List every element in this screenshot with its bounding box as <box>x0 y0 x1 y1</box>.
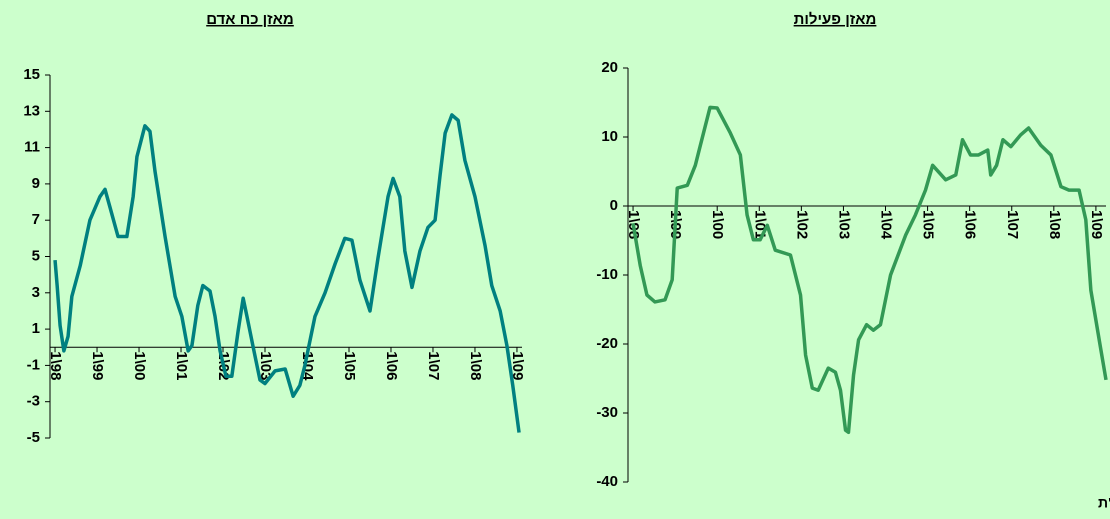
source-note: מקור: מינהל מחקר וכלכלה, משרד התמ"ת <box>1098 495 1110 511</box>
x-tick-label: 1\00 <box>131 351 148 380</box>
y-tick-label: -10 <box>596 266 618 283</box>
x-tick-label: 1\09 <box>509 351 526 380</box>
y-tick-label: -1 <box>27 356 40 373</box>
x-tick-label: 1\08 <box>467 351 484 380</box>
x-tick-label: 1\07 <box>425 351 442 380</box>
x-tick-label: 1\02 <box>793 210 810 239</box>
y-tick-label: 5 <box>32 247 40 264</box>
x-tick-label: 1\08 <box>1046 210 1063 239</box>
y-tick-label: 1 <box>32 320 40 337</box>
x-tick-label: 1\99 <box>89 351 106 380</box>
y-tick-label: 3 <box>32 284 40 301</box>
x-tick-label: 1\07 <box>1004 210 1021 239</box>
y-tick-label: 0 <box>610 197 618 214</box>
data-line <box>53 113 521 433</box>
x-tick-label: 1\04 <box>878 210 895 240</box>
y-tick-label: 20 <box>601 59 618 76</box>
y-tick-label: -30 <box>596 404 618 421</box>
y-tick-label: -40 <box>596 473 618 490</box>
x-tick-label: 1\00 <box>709 210 726 239</box>
y-tick-label: 7 <box>32 211 40 228</box>
y-tick-label: -5 <box>27 429 40 446</box>
chart-title: מאזן כח אדם <box>206 11 294 28</box>
x-tick-label: 1\06 <box>962 210 979 239</box>
x-tick-label: 1\98 <box>47 351 64 380</box>
y-tick-label: 11 <box>24 139 40 156</box>
x-tick-label: 1\01 <box>173 351 190 380</box>
y-tick-label: 9 <box>32 175 40 192</box>
y-tick-label: 10 <box>601 128 618 145</box>
chart-title: מאזן פעילות <box>794 11 877 28</box>
x-tick-label: 1\06 <box>383 351 400 380</box>
x-tick-label: 1\03 <box>257 351 274 380</box>
y-tick-label: 15 <box>23 66 40 83</box>
x-tick-label: 1\05 <box>920 210 937 239</box>
y-tick-label: -3 <box>27 393 40 410</box>
x-tick-label: 1\09 <box>1088 210 1105 239</box>
data-line <box>631 105 1108 435</box>
x-tick-label: 1\03 <box>835 210 852 239</box>
y-tick-label: -20 <box>596 335 618 352</box>
y-tick-label: 13 <box>23 102 40 119</box>
x-tick-label: 1\05 <box>341 351 358 380</box>
